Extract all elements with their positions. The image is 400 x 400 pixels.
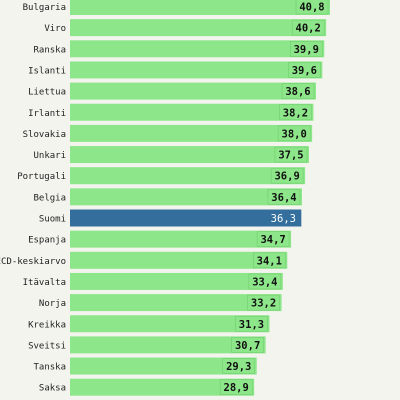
bar-espanja [70,230,292,248]
category-label-ranska: Ranska [33,45,66,55]
bar-oecd-keskiarvo [70,251,288,269]
value-label-box-portugali [270,167,304,184]
value-label-box-oecd-keskiarvo [253,252,286,269]
value-label-box-bulgaria [295,0,329,15]
bar-tanska [70,357,257,375]
category-label-belgia: Belgia [33,193,66,203]
value-label-bulgaria: 40,8 [299,2,324,14]
bar-viro [70,19,327,37]
value-label-slovakia: 38,0 [282,128,307,140]
bar-slovakia [70,124,313,142]
value-label-box-islanti [288,62,321,78]
value-label-it-valta: 33,4 [252,276,277,288]
category-label-portugali: Portugali [17,172,66,182]
category-label-suomi: Suomi [39,215,66,225]
category-label-tanska: Tanska [33,363,66,373]
bar-unkari [70,146,309,164]
value-label-unkari: 37,5 [278,150,303,162]
category-label-liettua: Liettua [28,88,66,98]
value-label-box-liettua [281,83,315,99]
value-label-box-it-valta [248,273,282,290]
bar-ranska [70,40,325,58]
value-label-box-belgia [267,189,301,205]
value-label-oecd-keskiarvo: 34,1 [257,255,282,267]
bar-saksa [70,378,255,396]
value-label-belgia: 36,4 [271,192,296,204]
value-label-box-sveitsi [231,337,264,353]
category-label-islanti: Islanti [28,66,66,76]
value-label-box-ranska [289,40,323,57]
bar-liettua [70,82,316,100]
value-label-viro: 40,2 [296,23,321,35]
value-label-islanti: 39,6 [292,65,317,77]
category-label-slovakia: Slovakia [23,130,66,140]
bar-sveitsi [70,336,266,354]
value-label-espanja: 34,7 [260,234,285,246]
value-label-suomi: 36,3 [271,213,296,225]
bar-islanti [70,61,323,79]
bar-kreikka [70,315,270,333]
bar-bulgaria [70,0,330,15]
value-label-irlanti: 38,2 [283,107,308,119]
value-label-box-norja [247,294,280,311]
value-label-box-tanska [222,358,256,374]
category-label-viro: Viro [44,24,66,34]
category-label-norja: Norja [39,299,66,309]
category-label-espanja: Espanja [28,236,66,246]
bar-belgia [70,188,302,206]
bar-irlanti [70,103,314,121]
value-label-saksa: 28,9 [224,382,249,394]
bar-it-valta [70,272,283,290]
bar-portugali [70,167,306,185]
value-label-ranska: 39,9 [294,44,319,56]
value-label-box-irlanti [279,104,312,121]
value-label-box-viro [291,19,325,36]
category-label-saksa: Saksa [39,384,66,394]
value-label-kreikka: 31,3 [239,319,264,331]
value-label-tanska: 29,3 [226,361,251,373]
value-label-sveitsi: 30,7 [235,340,260,352]
value-label-portugali: 36,9 [274,171,299,183]
category-label-unkari: Unkari [33,151,66,161]
bar-suomi [70,209,302,227]
value-label-box-saksa [219,379,253,396]
value-label-liettua: 38,6 [285,86,310,98]
category-label-bulgaria: Bulgaria [23,3,66,13]
value-label-box-kreikka [235,315,268,332]
bar-norja [70,294,282,312]
value-label-box-unkari [274,146,308,163]
category-label-oecd-keskiarvo: OECD-keskiarvo [0,257,66,267]
category-label-sveitsi: Sveitsi [28,341,66,351]
category-label-it-valta: Itävalta [23,278,66,288]
category-label-kreikka: Kreikka [28,320,66,330]
value-label-box-espanja [256,231,290,247]
value-label-norja: 33,2 [251,298,276,310]
value-label-box-slovakia [277,125,311,142]
category-label-irlanti: Irlanti [28,109,66,119]
